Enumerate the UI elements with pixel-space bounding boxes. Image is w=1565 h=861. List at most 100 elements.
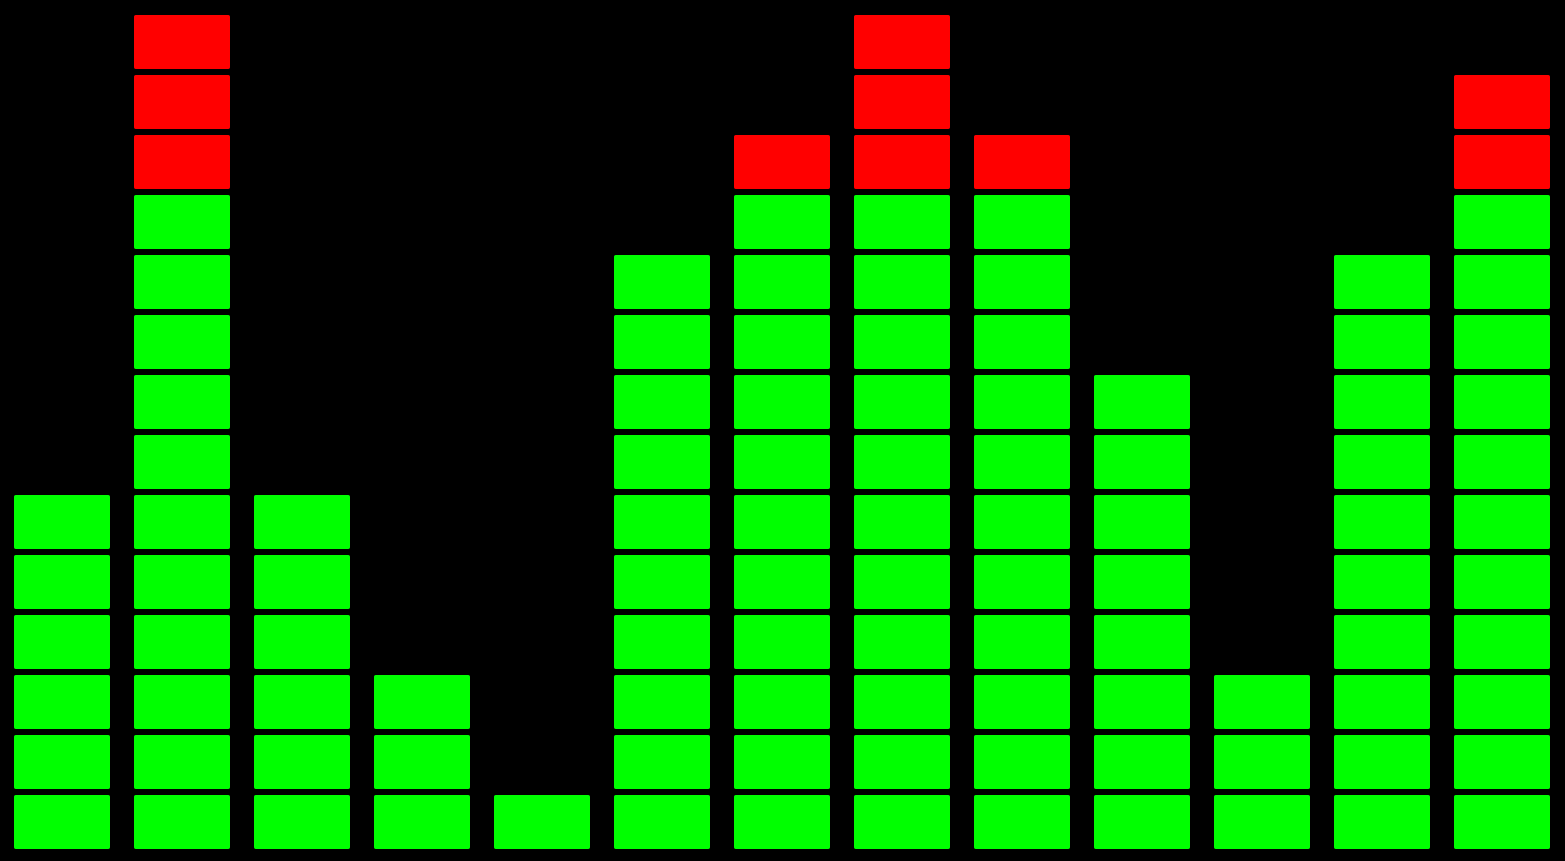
segment <box>374 675 470 729</box>
segment <box>614 435 710 489</box>
segment <box>1094 495 1190 549</box>
segment <box>734 315 830 369</box>
segment <box>854 615 950 669</box>
level-bar <box>1334 255 1430 849</box>
segment <box>734 735 830 789</box>
segment <box>1334 555 1430 609</box>
segment <box>974 375 1070 429</box>
segment <box>14 735 110 789</box>
segment <box>1094 435 1190 489</box>
segment <box>1334 375 1430 429</box>
segment <box>854 795 950 849</box>
segment <box>1334 255 1430 309</box>
segment <box>1214 675 1310 729</box>
segment <box>974 435 1070 489</box>
segment <box>134 15 230 69</box>
segment <box>1214 795 1310 849</box>
segment <box>974 495 1070 549</box>
segment <box>134 75 230 129</box>
segment <box>254 735 350 789</box>
segment <box>1454 795 1550 849</box>
segment <box>254 495 350 549</box>
segment <box>1454 255 1550 309</box>
segment <box>1334 615 1430 669</box>
level-bar <box>614 255 710 849</box>
segment <box>614 795 710 849</box>
segment <box>14 555 110 609</box>
segment <box>1454 615 1550 669</box>
segment <box>734 495 830 549</box>
segment <box>614 255 710 309</box>
segment <box>254 795 350 849</box>
segment <box>1454 435 1550 489</box>
segment <box>134 795 230 849</box>
segment <box>134 435 230 489</box>
segment <box>614 555 710 609</box>
segment <box>614 315 710 369</box>
segment <box>1334 735 1430 789</box>
segment <box>854 735 950 789</box>
segment <box>974 315 1070 369</box>
level-bar <box>254 495 350 849</box>
level-bar <box>1454 75 1550 849</box>
segment <box>854 375 950 429</box>
segment <box>134 735 230 789</box>
segment <box>734 615 830 669</box>
segment <box>1214 735 1310 789</box>
segment <box>1454 555 1550 609</box>
segment <box>974 675 1070 729</box>
segment <box>974 735 1070 789</box>
segment <box>254 675 350 729</box>
segment <box>974 555 1070 609</box>
level-bar <box>14 495 110 849</box>
segment <box>854 555 950 609</box>
segment <box>1094 675 1190 729</box>
segment <box>1454 375 1550 429</box>
segment <box>1094 375 1190 429</box>
segment <box>734 195 830 249</box>
level-bar <box>374 675 470 849</box>
segment <box>14 615 110 669</box>
segment <box>614 735 710 789</box>
segment <box>734 675 830 729</box>
segment <box>614 495 710 549</box>
segment <box>254 615 350 669</box>
segment <box>734 135 830 189</box>
segment <box>1334 315 1430 369</box>
segment <box>974 795 1070 849</box>
level-bar <box>734 135 830 849</box>
segment <box>1454 75 1550 129</box>
segment <box>1454 675 1550 729</box>
segment <box>1454 135 1550 189</box>
segment <box>14 495 110 549</box>
segment <box>734 435 830 489</box>
segment <box>14 675 110 729</box>
segment <box>854 75 950 129</box>
segment <box>134 675 230 729</box>
segment <box>134 495 230 549</box>
segment <box>734 255 830 309</box>
segment <box>374 795 470 849</box>
segment <box>1454 495 1550 549</box>
level-bar <box>134 15 230 849</box>
segment <box>734 555 830 609</box>
segment <box>374 735 470 789</box>
segment <box>1094 555 1190 609</box>
segment <box>134 195 230 249</box>
segment <box>1334 795 1430 849</box>
segment <box>1094 795 1190 849</box>
segment <box>1454 315 1550 369</box>
segment <box>854 15 950 69</box>
segment <box>1334 435 1430 489</box>
segment <box>854 315 950 369</box>
level-bar <box>854 15 950 849</box>
segment <box>134 135 230 189</box>
segment <box>734 795 830 849</box>
level-bar <box>974 135 1070 849</box>
segment <box>1334 675 1430 729</box>
segment <box>974 255 1070 309</box>
segment <box>974 615 1070 669</box>
segment <box>854 675 950 729</box>
segment <box>854 195 950 249</box>
